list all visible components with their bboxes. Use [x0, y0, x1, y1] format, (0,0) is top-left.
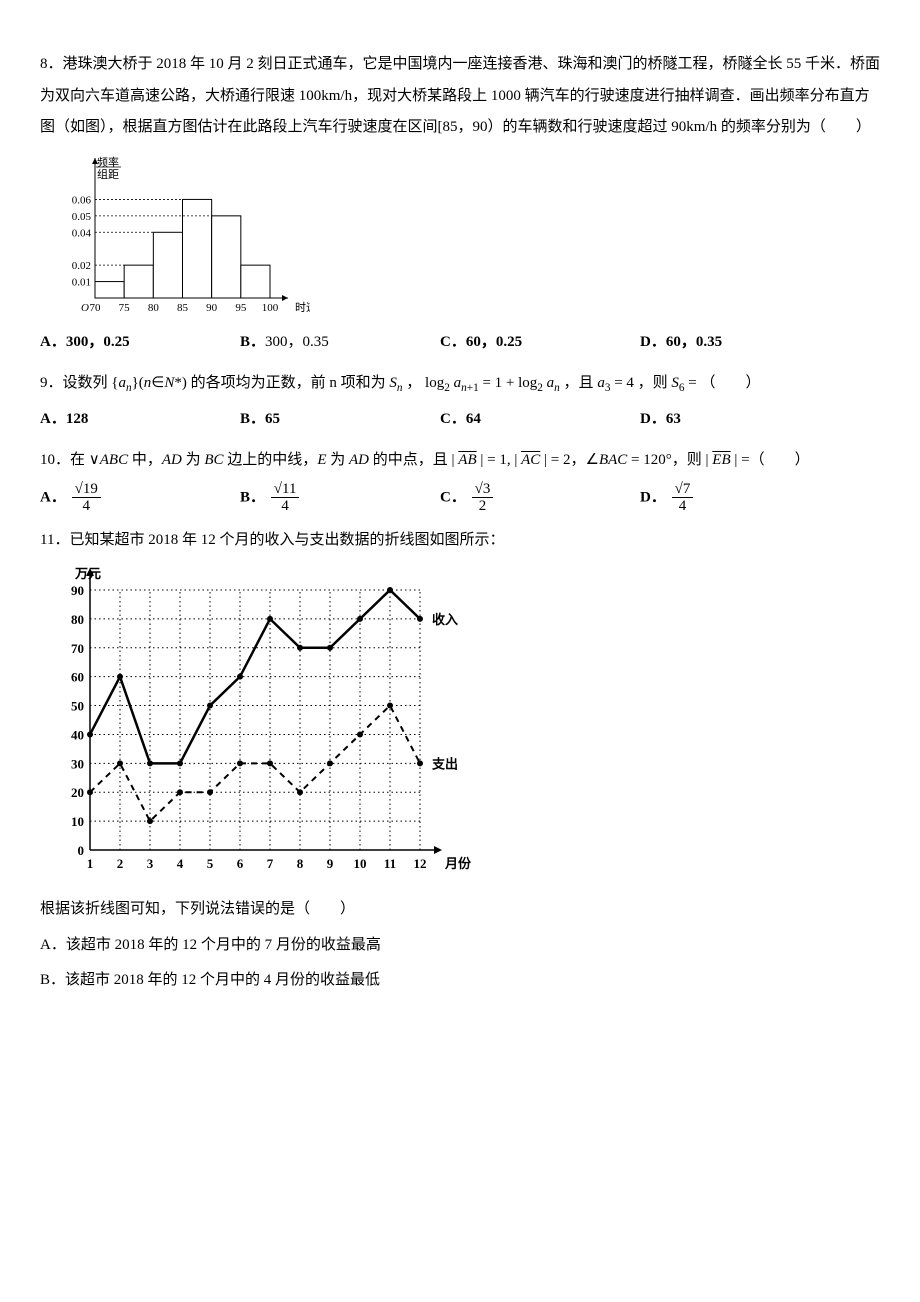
svg-text:90: 90 — [206, 302, 218, 314]
svg-text:支出: 支出 — [431, 756, 458, 771]
q9-eq3: S6 = — [671, 375, 696, 391]
q9-set: {an}(n∈N*) — [111, 375, 187, 391]
q9-sn: Sn — [389, 375, 402, 391]
q10-opt-b: B． √114 — [240, 481, 380, 515]
q11-follow: 根据该折线图可知，下列说法错误的是（ ） — [40, 894, 880, 926]
svg-text:4: 4 — [177, 856, 184, 871]
q10-opt-d: D． √74 — [640, 481, 780, 515]
svg-text:85: 85 — [177, 302, 189, 314]
q8-opt-a-val: 300，0.25 — [66, 334, 130, 350]
q9-opt-d: D．63 — [640, 404, 780, 436]
q9-opt-b: B．65 — [240, 404, 380, 436]
q10-b-num: √11 — [271, 481, 300, 499]
q9-opt-b-val: 65 — [265, 411, 280, 427]
q10-d-num: √7 — [672, 481, 694, 499]
svg-text:30: 30 — [71, 756, 84, 771]
svg-text:100: 100 — [262, 302, 279, 314]
q8-opt-a: A．300，0.25 — [40, 327, 180, 359]
svg-text:12: 12 — [414, 856, 427, 871]
q9-eq2: a3 = 4 — [597, 375, 634, 391]
q10-c-den: 2 — [472, 498, 494, 515]
q9-opt-a: A．128 — [40, 404, 180, 436]
q9-opt-a-val: 128 — [66, 411, 89, 427]
svg-text:8: 8 — [297, 856, 304, 871]
svg-text:70: 70 — [90, 302, 102, 314]
svg-text:95: 95 — [235, 302, 247, 314]
q9-end: （ ） — [701, 375, 761, 391]
q10-options: A． √194 B． √114 C． √32 D． √74 — [40, 481, 880, 515]
svg-text:10: 10 — [354, 856, 367, 871]
svg-text:3: 3 — [147, 856, 154, 871]
q11-opt-b: B．该超市 2018 年的 12 个月中的 4 月份的收益最低 — [40, 965, 880, 997]
q10-d-den: 4 — [672, 498, 694, 515]
q11-line-chart: 万元0102030405060708090123456789101112月份收入… — [40, 560, 490, 890]
svg-text:11: 11 — [384, 856, 396, 871]
q8-opt-c: C．60，0.25 — [440, 327, 580, 359]
q11-text: 11．已知某超市 2018 年 12 个月的收入与支出数据的折线图如图所示： — [40, 525, 880, 557]
svg-text:5: 5 — [207, 856, 214, 871]
svg-text:75: 75 — [119, 302, 130, 314]
q9-opt-c: C．64 — [440, 404, 580, 436]
q10-c-num: √3 — [472, 481, 494, 499]
q9-mid3: ，且 — [564, 375, 594, 391]
svg-text:50: 50 — [71, 699, 84, 714]
svg-text:0.06: 0.06 — [72, 194, 92, 206]
q9-mid4: ，则 — [638, 375, 668, 391]
svg-text:O: O — [81, 302, 89, 314]
q8-opt-b: B．300，0.35 — [240, 327, 380, 359]
q11-opt-a: A．该超市 2018 年的 12 个月中的 7 月份的收益最高 — [40, 930, 880, 962]
svg-text:60: 60 — [71, 670, 84, 685]
svg-text:0.02: 0.02 — [72, 260, 91, 272]
svg-text:90: 90 — [71, 583, 84, 598]
q8-opt-d: D．60，0.35 — [640, 327, 780, 359]
svg-text:7: 7 — [267, 856, 274, 871]
svg-text:20: 20 — [71, 785, 84, 800]
q8-histogram: 频率组距0.010.020.040.050.06707580859095100O… — [40, 148, 310, 323]
svg-text:80: 80 — [71, 612, 84, 627]
q9-mid1: 的各项均为正数，前 n 项和为 — [191, 375, 386, 391]
svg-text:时速(km/h): 时速(km/h) — [295, 301, 310, 314]
svg-text:0.05: 0.05 — [72, 210, 92, 222]
q8-opt-d-val: 60，0.35 — [666, 334, 722, 350]
svg-text:9: 9 — [327, 856, 334, 871]
svg-text:0.01: 0.01 — [72, 276, 91, 288]
svg-text:70: 70 — [71, 641, 84, 656]
q10-opt-c: C． √32 — [440, 481, 580, 515]
q9-opt-c-val: 64 — [466, 411, 481, 427]
svg-text:0.04: 0.04 — [72, 227, 92, 239]
svg-text:80: 80 — [148, 302, 160, 314]
q9-eq1: log2 an+1 = 1 + log2 an — [425, 375, 560, 391]
svg-text:10: 10 — [71, 814, 84, 829]
q10-text: 10．在 ∨ABC 中，AD 为 BC 边上的中线，E 为 AD 的中点，且 |… — [40, 445, 880, 477]
q9-pre: 9．设数列 — [40, 375, 108, 391]
svg-text:2: 2 — [117, 856, 124, 871]
q8-options: A．300，0.25 B．300，0.35 C．60，0.25 D．60，0.3… — [40, 327, 880, 359]
q8-opt-c-val: 60，0.25 — [466, 334, 522, 350]
svg-text:40: 40 — [71, 727, 84, 742]
q10-a-den: 4 — [72, 498, 101, 515]
svg-text:6: 6 — [237, 856, 244, 871]
q10-a-num: √19 — [72, 481, 101, 499]
svg-text:月份: 月份 — [444, 856, 472, 871]
q9-opt-d-val: 63 — [666, 411, 681, 427]
q9-mid2: ， — [406, 375, 421, 391]
q8-opt-b-val: 300，0.35 — [265, 334, 329, 350]
q8-text: 8．港珠澳大桥于 2018 年 10 月 2 刻日正式通车，它是中国境内一座连接… — [40, 49, 880, 144]
svg-text:1: 1 — [87, 856, 94, 871]
q10-opt-a: A． √194 — [40, 481, 180, 515]
q10-b-den: 4 — [271, 498, 300, 515]
q9-options: A．128 B．65 C．64 D．63 — [40, 404, 880, 436]
svg-text:0: 0 — [78, 843, 85, 858]
svg-text:收入: 收入 — [432, 612, 458, 627]
svg-text:组距: 组距 — [97, 167, 119, 181]
q9-text: 9．设数列 {an}(n∈N*) 的各项均为正数，前 n 项和为 Sn ， lo… — [40, 368, 880, 400]
